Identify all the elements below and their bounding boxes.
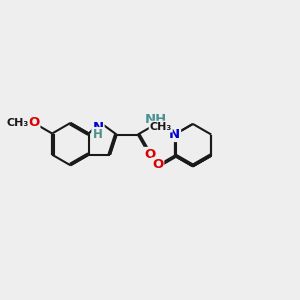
Text: O: O (28, 116, 39, 129)
Text: N: N (92, 121, 104, 134)
Text: H: H (93, 128, 103, 141)
Text: N: N (169, 128, 180, 141)
Text: CH₃: CH₃ (6, 118, 28, 128)
Text: O: O (152, 158, 163, 171)
Text: CH₃: CH₃ (150, 122, 172, 132)
Text: NH: NH (145, 113, 167, 126)
Text: O: O (144, 148, 155, 161)
